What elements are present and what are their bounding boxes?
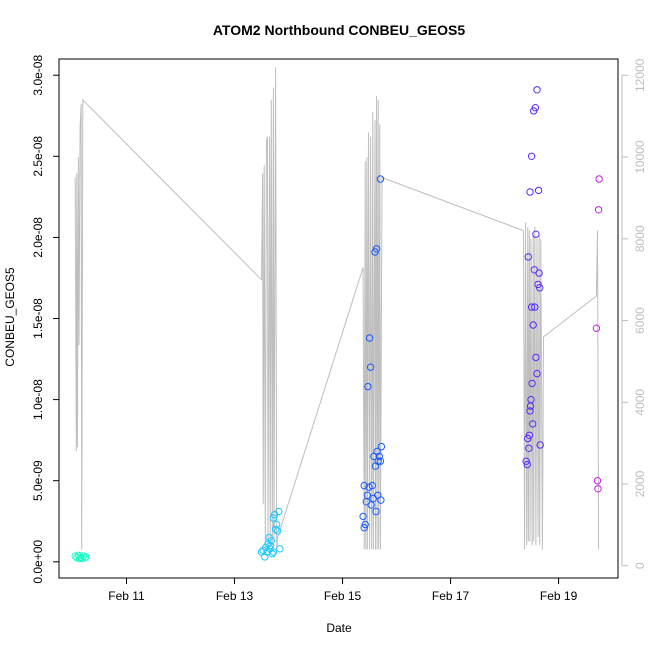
data-point [71, 552, 79, 560]
data-point [533, 86, 541, 94]
data-point [535, 269, 543, 277]
x-tick-label: Feb 13 [216, 589, 254, 603]
data-point [593, 477, 602, 485]
data-point [592, 324, 601, 332]
data-point [367, 501, 375, 509]
data-point [361, 520, 369, 529]
data-point [368, 481, 376, 490]
data-point [525, 444, 533, 452]
data-point [375, 452, 383, 461]
data-point [363, 491, 372, 499]
x-tick-label: Feb 11 [108, 589, 145, 603]
data-point [532, 353, 540, 362]
data-point [81, 554, 89, 562]
y-axis-label: CONBEU_GEOS5 [3, 267, 17, 367]
y-tick-label: 1.0e-08 [31, 379, 45, 420]
data-point [364, 382, 372, 391]
data-point [595, 175, 603, 183]
data-point [82, 553, 90, 561]
data-point [526, 188, 534, 196]
y2-tick-label: 0 [633, 562, 647, 569]
data-point [528, 379, 536, 388]
data-point [366, 363, 375, 371]
y-tick-label: 2.0e-08 [31, 217, 45, 258]
x-tick-label: Feb 15 [324, 589, 362, 603]
data-point [523, 460, 531, 469]
x-tick-label: Feb 17 [432, 589, 470, 603]
data-point [261, 553, 269, 561]
data-point [359, 512, 367, 521]
data-point [269, 548, 278, 556]
data-point [536, 284, 544, 292]
y2-tick-label: 12000 [633, 58, 647, 92]
data-point [372, 245, 381, 253]
data-point [275, 507, 283, 516]
data-point [529, 321, 537, 329]
data-point [534, 186, 543, 195]
y-tick-label: 3.0e-08 [31, 55, 45, 96]
data-point [526, 407, 534, 415]
data-point [372, 507, 380, 516]
axes-layer: Feb 11 Feb 13 Feb 15 Feb 17 Feb 19 0.0e+00 5.0… [31, 55, 647, 603]
chart-title: ATOM2 Northbound CONBEU_GEOS5 [213, 22, 465, 38]
data-point [536, 441, 544, 449]
y2-tick-label: 4000 [633, 389, 647, 416]
data-point [522, 457, 530, 465]
data-point [269, 514, 278, 522]
y-tick-label: 1.5e-08 [31, 298, 45, 339]
data-point [268, 550, 276, 558]
data-point [360, 524, 368, 532]
data-point [376, 175, 385, 183]
data-point [533, 369, 541, 378]
data-point [527, 152, 536, 161]
altitude-series-line [74, 67, 600, 550]
data-point [525, 431, 534, 439]
data-point [271, 525, 280, 533]
data-point [276, 545, 284, 553]
y-tick-label: 2.5e-08 [31, 136, 45, 177]
data-point [531, 303, 539, 311]
data-point [524, 253, 532, 261]
data-point [373, 447, 381, 456]
x-tick-label: Feb 19 [540, 589, 578, 603]
data-point [257, 548, 266, 556]
data-point [529, 420, 537, 428]
data-point [527, 395, 535, 404]
y2-tick-label: 8000 [633, 225, 647, 252]
data-point [527, 303, 536, 311]
data-point [274, 527, 282, 535]
data-point [374, 457, 382, 465]
points-layer [71, 86, 603, 563]
data-point [365, 334, 374, 342]
data-point [594, 485, 602, 493]
y2-tick-label: 2000 [633, 470, 647, 497]
data-point [376, 457, 385, 465]
altitude-line-layer [74, 67, 600, 550]
y-tick-label: 0.0e+00 [31, 540, 45, 584]
data-point [531, 104, 540, 112]
y2-tick-label: 6000 [633, 307, 647, 334]
y2-tick-label: 10000 [633, 140, 647, 174]
x-axis-label: Date [326, 621, 352, 635]
data-point [360, 481, 368, 490]
data-point [377, 442, 386, 451]
data-point [377, 496, 385, 504]
data-point [267, 537, 275, 545]
y-tick-label: 5.0e-09 [31, 460, 45, 501]
data-point [266, 541, 274, 550]
data-point [594, 206, 603, 214]
data-point [532, 230, 540, 238]
